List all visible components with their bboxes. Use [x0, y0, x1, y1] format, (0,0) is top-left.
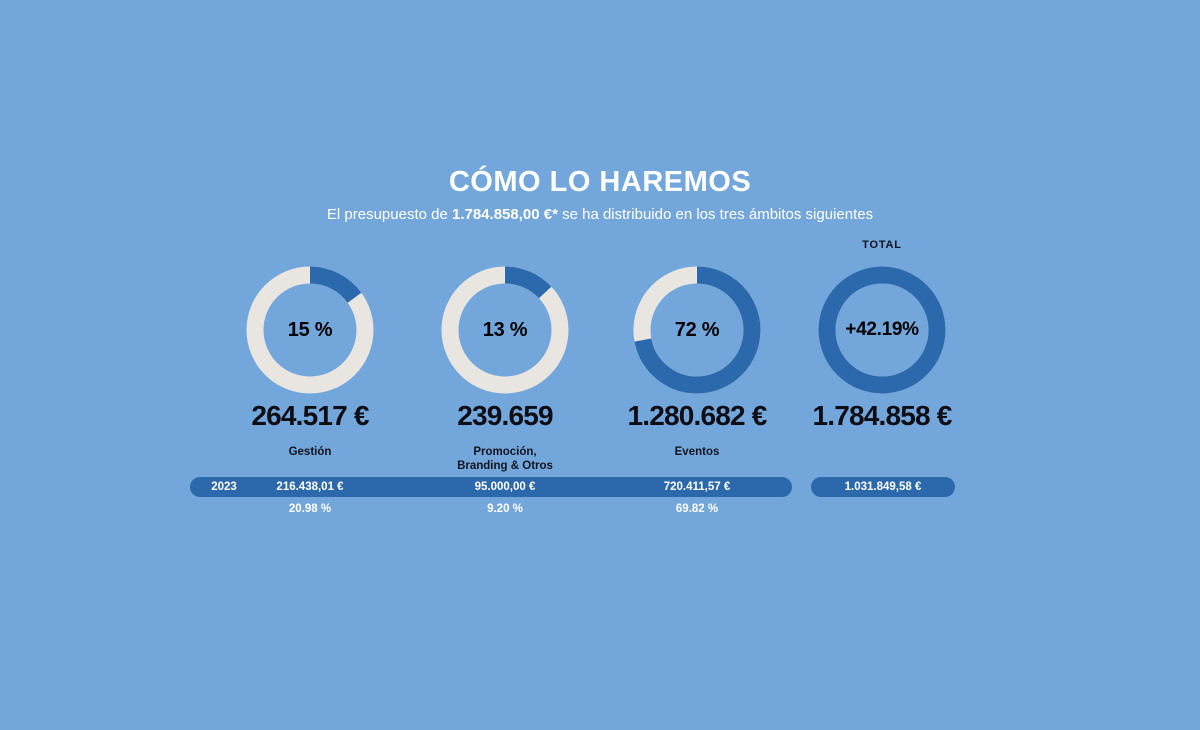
amount-label-promocion: 239.659	[457, 400, 553, 431]
donut-chart-promocion: 13 %	[440, 265, 570, 395]
subtitle-suffix: se ha distribuido en los tres ámbitos si…	[557, 206, 874, 223]
donut-ring	[246, 266, 374, 394]
category-label-promocion: Promoción, Branding & Otros	[415, 445, 595, 474]
budget-bar-total-2023: 1.031.849,58 €	[811, 477, 955, 497]
donut-percent-label: 13 %	[482, 318, 528, 341]
donut-ring	[441, 266, 569, 394]
category-label-line: Promoción,	[473, 445, 537, 458]
donut-ring	[818, 266, 946, 394]
donut-column-eventos: 72 % 1.280.682 € Eventos	[607, 265, 787, 459]
category-label-gestion: Gestión	[220, 445, 400, 459]
bar-value-total: 1.031.849,58 €	[844, 481, 922, 493]
donut-percent-label: +42.19%	[845, 319, 919, 340]
bar-value-promocion: 95.000,00 €	[474, 481, 536, 493]
percent-2023-promocion: 9.20 %	[487, 503, 523, 515]
bar-value-eventos: 720.411,57 €	[663, 481, 731, 493]
subtitle-prefix: El presupuesto de	[326, 206, 452, 223]
category-label-line: Eventos	[674, 445, 720, 458]
page-title: CÓMO LO HAREMOS	[448, 166, 752, 198]
year-badge: 2023	[211, 481, 237, 493]
donut-column-promocion: 13 % 239.659 Promoción, Branding & Otros	[415, 265, 595, 474]
donut-percent-label: 72 %	[674, 318, 720, 341]
total-label: TOTAL	[862, 239, 902, 251]
amount-label-gestion: 264.517 €	[251, 400, 369, 431]
bar-value-gestion: 216.438,01 €	[276, 481, 344, 493]
percent-2023-gestion: 20.98 %	[288, 503, 332, 515]
donut-ring	[633, 266, 761, 394]
subtitle: El presupuesto de 1.784.858,00 €* se ha …	[0, 206, 1200, 223]
donut-chart-gestion: 15 %	[245, 265, 375, 395]
amount-label-total: 1.784.858 €	[812, 400, 952, 431]
donut-chart-eventos: 72 %	[632, 265, 762, 395]
category-label-line: Branding & Otros	[457, 460, 553, 473]
percent-2023-eventos: 69.82 %	[675, 503, 719, 515]
donut-column-gestion: 15 % 264.517 € Gestión	[220, 265, 400, 459]
category-label-line: Gestión	[288, 445, 332, 458]
donut-column-total: +42.19% 1.784.858 €	[792, 265, 972, 432]
budget-bar-2023: 2023 216.438,01 € 95.000,00 € 720.411,57…	[190, 477, 792, 497]
category-label-eventos: Eventos	[607, 445, 787, 459]
donut-chart-total: +42.19%	[817, 265, 947, 395]
subtitle-budget-amount: 1.784.858,00 €*	[451, 206, 558, 223]
amount-label-eventos: 1.280.682 €	[627, 400, 767, 431]
donut-percent-label: 15 %	[287, 318, 333, 341]
